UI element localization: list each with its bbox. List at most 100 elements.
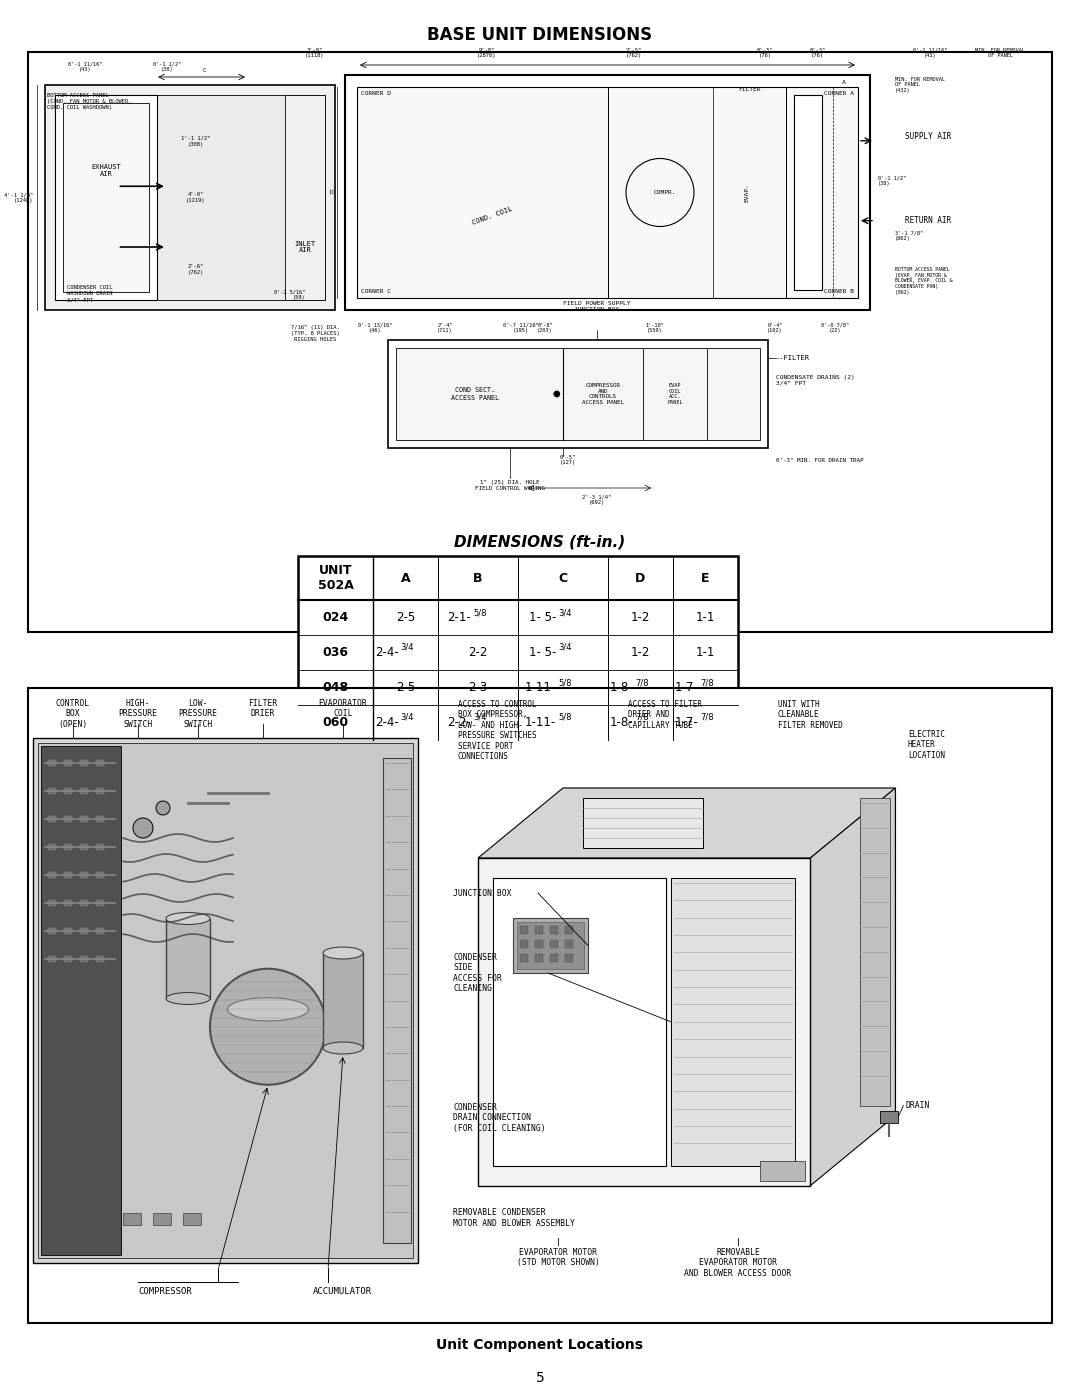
Bar <box>96 900 104 907</box>
Text: 1-7-: 1-7- <box>675 717 699 729</box>
Text: 9'-8"
(2876): 9'-8" (2876) <box>477 47 497 59</box>
Bar <box>550 940 558 949</box>
Text: FILTER: FILTER <box>738 87 760 92</box>
Text: 0'-1 13/16"
(46): 0'-1 13/16" (46) <box>357 323 392 334</box>
Text: COMPRESSOR: COMPRESSOR <box>138 1287 192 1295</box>
Text: 2'-4"
(711): 2'-4" (711) <box>437 323 453 334</box>
Bar <box>396 348 760 440</box>
Text: 2-5: 2-5 <box>396 680 415 694</box>
Text: LOW-
PRESSURE
SWITCH: LOW- PRESSURE SWITCH <box>178 698 217 729</box>
Text: 1-11-: 1-11- <box>525 680 556 694</box>
Text: 3/4: 3/4 <box>473 712 486 722</box>
Text: COMPRESSOR
AND
CONTROLS
ACCESS PANEL: COMPRESSOR AND CONTROLS ACCESS PANEL <box>582 383 624 405</box>
Text: 0'-1 1/2"
(38): 0'-1 1/2" (38) <box>878 176 906 186</box>
Text: 4'-1 1/8"
(1248): 4'-1 1/8" (1248) <box>3 193 33 203</box>
Text: CONDENSER
DRAIN CONNECTION
(FOR COIL CLEANING): CONDENSER DRAIN CONNECTION (FOR COIL CLE… <box>453 1104 545 1133</box>
Text: 0'-8"
(203): 0'-8" (203) <box>537 323 553 334</box>
Bar <box>45 85 335 310</box>
Text: 1'-1 1/2"
(308): 1'-1 1/2" (308) <box>181 136 211 147</box>
Text: Unit Component Locations: Unit Component Locations <box>436 1338 644 1352</box>
Text: 0'-1 1/2"
(38): 0'-1 1/2" (38) <box>152 61 180 73</box>
Bar <box>671 877 795 1165</box>
Polygon shape <box>810 788 895 1186</box>
Bar <box>48 928 56 935</box>
Bar <box>794 95 822 291</box>
Polygon shape <box>478 788 895 858</box>
Text: EVAP
COIL
ACC.
PANEL: EVAP COIL ACC. PANEL <box>667 383 683 405</box>
Bar <box>48 816 56 821</box>
Bar <box>55 95 157 300</box>
Bar <box>513 918 588 972</box>
Bar <box>183 1213 201 1225</box>
Text: C: C <box>203 68 206 74</box>
Ellipse shape <box>323 1042 363 1053</box>
Bar <box>64 816 72 821</box>
Text: BOTTOM ACCESS PANEL
(COND. FAN MOTOR & BLOWER,
COND. COIL WASHDOWN): BOTTOM ACCESS PANEL (COND. FAN MOTOR & B… <box>48 94 132 109</box>
Bar <box>64 760 72 766</box>
Ellipse shape <box>133 819 153 838</box>
Text: 2-5: 2-5 <box>396 610 415 624</box>
Text: 0'-3" MIN. FOR DRAIN TRAP: 0'-3" MIN. FOR DRAIN TRAP <box>777 457 864 462</box>
Bar <box>48 872 56 877</box>
Bar <box>492 877 666 1165</box>
Text: ACCESS TO FILTER
DRIER AND
CAPILLARY TUBE: ACCESS TO FILTER DRIER AND CAPILLARY TUB… <box>627 700 702 729</box>
Bar <box>880 1111 899 1123</box>
Text: MIN. FOR REMOVAL
OF PANEL: MIN. FOR REMOVAL OF PANEL <box>975 47 1025 59</box>
Text: 1'-10"
(559): 1'-10" (559) <box>646 323 664 334</box>
Bar <box>96 844 104 849</box>
Text: 5/8: 5/8 <box>473 608 486 617</box>
Text: 2-4-: 2-4- <box>375 645 399 659</box>
Text: 2'-3 1/4"
(692): 2'-3 1/4" (692) <box>582 495 611 506</box>
Text: EVAP.: EVAP. <box>744 183 750 203</box>
Bar <box>48 956 56 963</box>
Text: 3'-1 7/8"
(862): 3'-1 7/8" (862) <box>895 231 923 242</box>
Text: 0'-3"
(76): 0'-3" (76) <box>809 47 825 59</box>
Bar <box>80 788 87 793</box>
Bar <box>48 760 56 766</box>
Bar <box>345 75 870 310</box>
Text: ACCESS TO CONTROL
BOX COMPRESSOR,
LOW- AND HIGH-
PRESSURE SWITCHES
SERVICE PORT
: ACCESS TO CONTROL BOX COMPRESSOR, LOW- A… <box>458 700 537 761</box>
Bar <box>478 858 810 1186</box>
Text: CORNER A: CORNER A <box>824 91 854 96</box>
Text: 5/8: 5/8 <box>558 712 571 722</box>
Text: EVAPORATOR
COIL: EVAPORATOR COIL <box>319 698 367 718</box>
Bar <box>565 926 573 935</box>
Text: 0'-0 7/8"
(22): 0'-0 7/8" (22) <box>821 323 849 334</box>
Bar <box>323 953 363 1048</box>
Text: 3'-8"
(1118): 3'-8" (1118) <box>306 47 325 59</box>
Bar <box>64 788 72 793</box>
Text: UNIT WITH
CLEANABLE
FILTER REMOVED: UNIT WITH CLEANABLE FILTER REMOVED <box>778 700 842 729</box>
Bar <box>123 1213 141 1225</box>
Text: 2-2-: 2-2- <box>447 717 471 729</box>
Text: ACCUMULATOR: ACCUMULATOR <box>313 1287 373 1295</box>
Text: UNIT
502A: UNIT 502A <box>318 564 353 592</box>
Bar <box>357 87 858 298</box>
Bar <box>48 844 56 849</box>
Text: 2-4-: 2-4- <box>375 717 399 729</box>
Bar <box>64 928 72 935</box>
Bar <box>80 956 87 963</box>
Text: BASE UNIT DIMENSIONS: BASE UNIT DIMENSIONS <box>428 27 652 43</box>
Text: CONDENSER
SIDE
ACCESS FOR
CLEANING: CONDENSER SIDE ACCESS FOR CLEANING <box>453 953 502 993</box>
Text: MIN. FOR REMOVAL
OF PANEL
(432): MIN. FOR REMOVAL OF PANEL (432) <box>895 77 945 94</box>
Text: D: D <box>329 190 333 196</box>
Text: --FILTER: --FILTER <box>777 355 810 360</box>
Bar <box>519 940 528 949</box>
Text: INLET
AIR: INLET AIR <box>295 240 315 253</box>
Bar <box>383 759 411 1243</box>
Text: BOTTOM ACCESS PANEL
(EVAP, FAN MOTOR &
BLOWER, EVAP. COIL &
CONDENSATE PAN)
(862: BOTTOM ACCESS PANEL (EVAP, FAN MOTOR & B… <box>895 267 953 295</box>
Text: FIELD POWER SUPPLY
JUNCTION BOX: FIELD POWER SUPPLY JUNCTION BOX <box>564 302 631 312</box>
Ellipse shape <box>210 968 326 1084</box>
Text: 1-11-: 1-11- <box>525 717 556 729</box>
Text: 1-2: 1-2 <box>631 610 650 624</box>
Ellipse shape <box>156 800 170 814</box>
Ellipse shape <box>228 997 309 1021</box>
Text: RETURN AIR: RETURN AIR <box>905 217 951 225</box>
Text: 5: 5 <box>536 1370 544 1384</box>
Bar <box>96 956 104 963</box>
Text: 2'-6"
(762): 2'-6" (762) <box>188 264 204 275</box>
Text: COND SECT.
ACCESS PANEL: COND SECT. ACCESS PANEL <box>451 387 499 401</box>
Bar <box>861 798 890 1105</box>
Text: 2'-5"
(762): 2'-5" (762) <box>625 47 642 59</box>
Bar <box>285 95 325 300</box>
